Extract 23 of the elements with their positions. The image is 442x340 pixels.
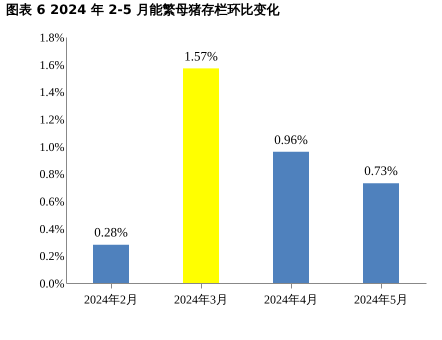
bar <box>183 68 219 283</box>
data-label: 1.57% <box>184 48 218 64</box>
y-tick-label: 0.4% <box>40 222 64 236</box>
y-tick-label: 1.2% <box>40 112 64 126</box>
y-tick-label: 0.8% <box>40 167 64 182</box>
chart-title: 图表 6 2024 年 2-5 月能繁母猪存栏环比变化 <box>6 2 280 18</box>
y-tick-label: 1.4% <box>40 85 64 100</box>
data-label: 0.96% <box>274 132 308 147</box>
y-tick-label: 0.0% <box>40 276 64 290</box>
x-tick-label: 2024年5月 <box>354 292 408 306</box>
bar <box>273 152 309 283</box>
y-tick-label: 1.0% <box>40 140 64 154</box>
bar <box>93 244 129 283</box>
y-tick-label: 1.6% <box>40 58 64 72</box>
x-tick-label: 2024年4月 <box>264 292 318 306</box>
data-label: 0.28% <box>94 224 128 240</box>
data-label: 0.73% <box>364 163 398 178</box>
bar <box>363 183 399 283</box>
x-tick-label: 2024年3月 <box>174 292 228 306</box>
y-tick-label: 0.2% <box>40 249 64 264</box>
y-tick-label: 0.6% <box>40 194 64 208</box>
x-tick-label: 2024年2月 <box>84 292 138 306</box>
y-tick-label: 1.8% <box>40 30 64 44</box>
